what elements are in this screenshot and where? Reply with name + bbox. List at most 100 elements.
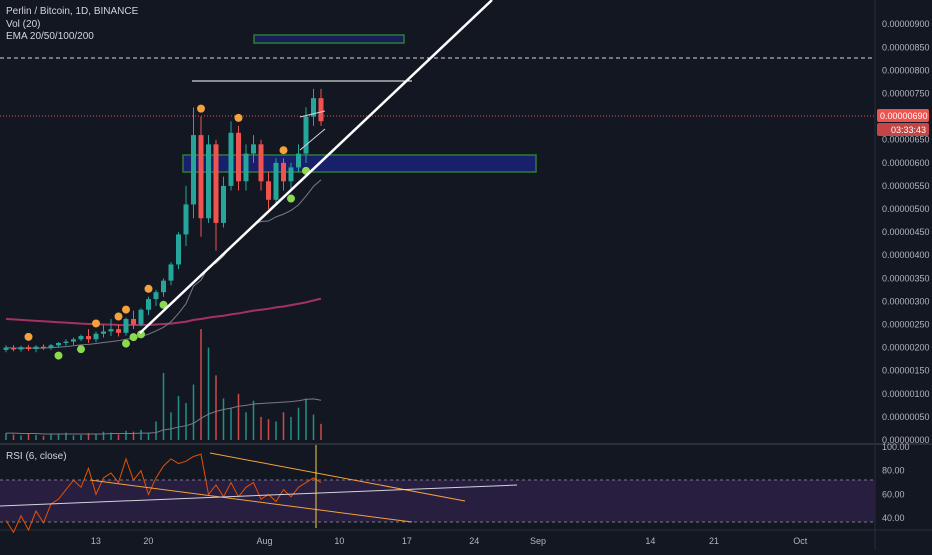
- symbol-legend[interactable]: Perlin / Bitcoin, 1D, BINANCE: [6, 6, 139, 17]
- volume-bar: [207, 347, 210, 440]
- price-axis-label: 0.00000450: [882, 227, 930, 237]
- candle-body: [138, 309, 144, 325]
- ema-legend[interactable]: EMA 20/50/100/200: [6, 31, 94, 42]
- candle-body: [266, 181, 271, 200]
- last-price-tag-bg: [877, 109, 929, 122]
- volume-bar: [275, 421, 277, 440]
- countdown-tag: 03:33:43: [891, 125, 926, 135]
- signal-marker-orange: [197, 104, 205, 113]
- time-axis-label: 10: [334, 536, 344, 546]
- signal-marker-orange: [92, 319, 100, 328]
- signal-marker-green: [54, 351, 63, 360]
- countdown-tag-bg: [877, 123, 929, 136]
- volume-bar: [162, 373, 165, 440]
- signal-marker-orange: [24, 332, 33, 341]
- candle-body: [296, 153, 301, 168]
- supply-zone-box[interactable]: [253, 34, 405, 44]
- signal-marker-green: [159, 300, 168, 309]
- volume-bar: [305, 398, 307, 440]
- signal-marker-green: [287, 194, 295, 203]
- price-axis-label: 0.00000350: [882, 273, 930, 283]
- small-channel-line-lower[interactable]: [299, 128, 326, 151]
- volume-bar: [185, 403, 187, 440]
- price-axis-label: 0.00000850: [882, 42, 930, 52]
- volume-layer: [5, 329, 322, 440]
- rsi-line: [5, 453, 322, 534]
- time-axis-label: 13: [91, 536, 101, 546]
- candle-body: [123, 318, 129, 333]
- rsi-axis: 100.00 80.00 60.00 40.00: [882, 442, 910, 523]
- main-pane-bg: [0, 0, 875, 443]
- rsi-axis-label: 80.00: [882, 466, 905, 476]
- candle-body: [86, 336, 91, 340]
- candle-layer: [3, 88, 324, 353]
- volume-bar: [215, 375, 217, 440]
- rsi-trendline-descending-1[interactable]: [209, 452, 466, 502]
- price-axis-label: 0.00000500: [882, 204, 930, 214]
- time-axis-label: 20: [143, 536, 153, 546]
- candle-body: [63, 341, 69, 343]
- time-axis-label: 24: [469, 536, 479, 546]
- volume-bar: [290, 416, 292, 440]
- rsi-axis-label: 60.00: [882, 489, 905, 499]
- signal-marker-orange: [279, 146, 288, 155]
- signal-marker-orange: [234, 113, 243, 122]
- candle-body: [198, 135, 204, 219]
- volume-bar: [27, 433, 30, 440]
- marker-layer: [24, 104, 310, 360]
- candle-body: [78, 336, 84, 340]
- time-axis-label: 17: [402, 536, 412, 546]
- volume-bar: [245, 412, 247, 440]
- time-axis-label: 21: [709, 536, 719, 546]
- volume-bar: [80, 434, 82, 440]
- candle-body: [33, 346, 39, 349]
- demand-zone-box[interactable]: [182, 154, 537, 173]
- price-axis-label: 0.00000050: [882, 412, 930, 422]
- price-axis-label: 0.00000900: [882, 19, 930, 29]
- price-axis-label: 0.00000200: [882, 343, 930, 353]
- candle-body: [273, 162, 279, 200]
- candle-body: [191, 135, 196, 205]
- volume-bar: [20, 435, 22, 440]
- candle-body: [168, 264, 174, 281]
- candle-body: [3, 347, 9, 350]
- candle-body: [288, 167, 294, 182]
- volume-legend[interactable]: Vol (20): [6, 19, 41, 30]
- candle-body: [236, 132, 241, 182]
- price-axis-label: 0.00000100: [882, 389, 930, 399]
- volume-bar: [5, 433, 7, 440]
- time-axis-label: 14: [645, 536, 655, 546]
- signal-marker-green: [77, 345, 85, 354]
- candle-body: [228, 132, 234, 186]
- candle-body: [71, 339, 76, 342]
- rsi-trendline-ascending[interactable]: [0, 484, 518, 507]
- candle-body: [48, 345, 54, 349]
- signal-marker-orange: [122, 305, 130, 314]
- volume-bar: [260, 416, 262, 440]
- volume-bar: [95, 433, 97, 440]
- candle-body: [116, 329, 121, 333]
- time-axis: 13 20 Aug 10 17 24 Sep 14 21 Oct: [91, 536, 808, 546]
- rsi-trendline-descending-2[interactable]: [89, 479, 413, 523]
- candle-body: [11, 347, 16, 350]
- volume-bar: [200, 329, 202, 440]
- rsi-legend[interactable]: RSI (6, close): [6, 451, 67, 462]
- time-axis-label: Oct: [793, 536, 808, 546]
- volume-bar: [297, 407, 300, 440]
- candle-body: [56, 342, 61, 346]
- candle-body: [183, 204, 189, 235]
- volume-bar: [87, 433, 90, 440]
- signal-marker-green: [137, 330, 145, 339]
- price-axis-label: 0.00000250: [882, 320, 930, 330]
- ascending-trendline[interactable]: [139, 0, 493, 334]
- candle-body: [26, 347, 31, 349]
- volume-bar: [12, 434, 15, 440]
- volume-bar: [72, 435, 75, 440]
- volume-bar: [320, 423, 322, 440]
- volume-bar: [65, 432, 67, 440]
- small-channel-line-upper[interactable]: [299, 110, 326, 118]
- candle-body: [281, 162, 286, 182]
- candle-body: [108, 329, 114, 332]
